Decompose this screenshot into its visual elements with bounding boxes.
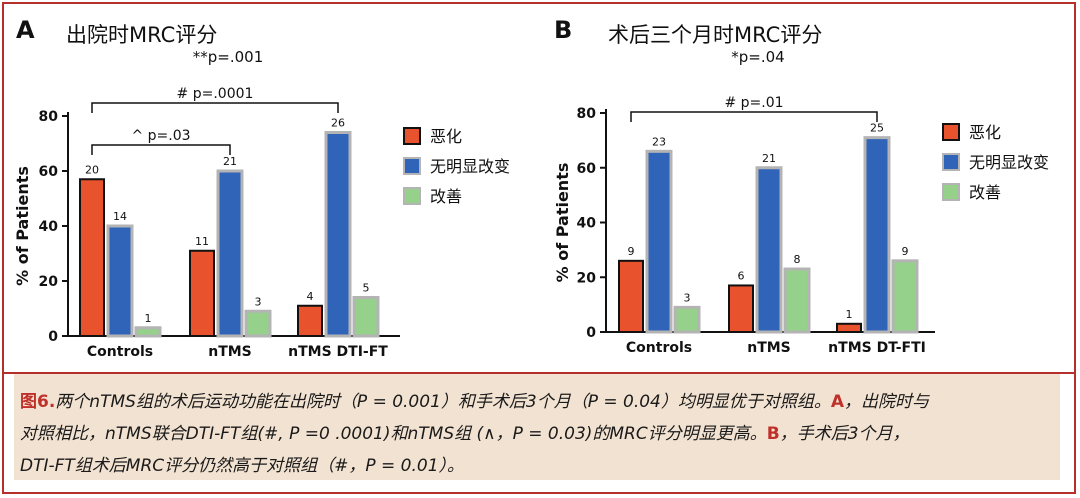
caption-line-2: 对照相比，nTMS联合DTI-FT组(#, P =0 .0001)和nTMS组 … xyxy=(20,418,1048,450)
bar-controls-series-3 xyxy=(673,305,701,334)
bar-controls-series-3 xyxy=(134,326,162,338)
legend-label: 无明显改变 xyxy=(969,153,1049,172)
x-tick-label: Controls xyxy=(87,344,153,360)
legend-label: 恶化 xyxy=(430,127,462,146)
bar-count-label: 3 xyxy=(684,291,691,304)
bar-count-label: 1 xyxy=(145,312,152,325)
bar-ntms-dt-fti-series-2 xyxy=(863,136,891,334)
y-tick-label: 20 xyxy=(39,274,59,290)
chart-panel-b: B 术后三个月时MRC评分*p=.04 % of Patients 0 20 40 60 80… xyxy=(553,16,1049,356)
bar-count-label: 11 xyxy=(195,235,209,248)
y-tick-label: 0 xyxy=(586,325,596,341)
x-tick-label: Controls xyxy=(626,340,692,356)
significance-bracket xyxy=(91,144,231,155)
bar-count-label: 26 xyxy=(331,117,345,130)
bar-ntms-dti-ft-series-2 xyxy=(324,131,352,338)
caption-text-1a: 两个nTMS组的术后运动功能在出院时（P = 0.001）和手术后3个月（P =… xyxy=(55,392,831,412)
caption-figure-number: 图6. xyxy=(20,392,56,412)
caption-panel-b: B xyxy=(766,424,780,444)
y-tick-label: 60 xyxy=(39,164,59,180)
y-axis-label: % of Patients xyxy=(13,166,32,286)
x-tick-label: nTMS DT-FTI xyxy=(828,340,926,356)
caption-line-3: DTI-FT组术后MRC评分仍然高于对照组（#，P = 0.01）。 xyxy=(20,456,465,476)
bracket-label: # p=.0001 xyxy=(177,86,254,102)
significance-bracket xyxy=(630,111,878,122)
y-tick-label: 80 xyxy=(577,106,597,122)
bar-count-label: 23 xyxy=(652,135,666,148)
bracket-label: # p=.01 xyxy=(724,95,783,111)
caption-line-1: 图6.两个nTMS组的术后运动功能在出院时（P = 0.001）和手术后3个月（… xyxy=(20,386,1048,418)
legend-label: 改善 xyxy=(969,183,1001,202)
bar-ntms-dt-fti-series-1 xyxy=(836,322,862,334)
x-tick-label: nTMS DTI-FT xyxy=(288,344,388,360)
bar-ntms-series-1 xyxy=(728,284,754,333)
significance-label: **p=.001 xyxy=(193,48,264,66)
bar-count-label: 4 xyxy=(307,290,314,303)
caption-text-2b: ，手术后3个月， xyxy=(779,424,910,444)
legend-swatch xyxy=(942,123,960,141)
bar-ntms-series-2 xyxy=(755,166,783,334)
bar-controls-series-1 xyxy=(618,259,644,334)
bar-ntms-series-3 xyxy=(244,309,272,338)
legend-swatch xyxy=(942,153,960,171)
bracket-label: ^ p=.03 xyxy=(131,128,190,144)
bar-controls-series-2 xyxy=(645,149,673,334)
legend-label: 改善 xyxy=(430,187,462,206)
bar-count-label: 5 xyxy=(363,282,370,295)
y-tick-label: 80 xyxy=(39,109,59,125)
bar-ntms-series-1 xyxy=(189,249,215,337)
y-axis-label: % of Patients xyxy=(553,163,572,283)
y-tick-label: 0 xyxy=(48,329,58,345)
legend-swatch xyxy=(403,157,421,175)
bar-ntms-dti-ft-series-1 xyxy=(297,304,323,337)
chart-panel-a: A 出院时MRC评分**p=.001 % of Patients 0 20 40 60 80 2… xyxy=(13,16,510,360)
caption-text-1b: ，出院时与 xyxy=(844,392,930,412)
bar-count-label: 20 xyxy=(85,163,99,176)
bar-count-label: 9 xyxy=(902,245,909,258)
bar-ntms-dti-ft-series-3 xyxy=(352,296,380,338)
significance-label: *p=.04 xyxy=(731,48,784,66)
bar-controls-series-1 xyxy=(79,178,105,337)
bar-count-label: 25 xyxy=(870,122,884,135)
significance-bracket xyxy=(91,102,339,113)
legend-swatch xyxy=(403,187,421,205)
bar-ntms-series-2 xyxy=(216,169,244,338)
figure-caption: 图6.两个nTMS组的术后运动功能在出院时（P = 0.001）和手术后3个月（… xyxy=(14,374,1060,480)
caption-divider xyxy=(4,372,1074,374)
bar-count-label: 9 xyxy=(628,245,635,258)
caption-text-2a: 对照相比，nTMS联合DTI-FT组(#, P =0 .0001)和nTMS组 … xyxy=(20,424,767,444)
bar-ntms-series-3 xyxy=(783,267,811,334)
panel-letter: B xyxy=(554,16,572,44)
legend-label: 无明显改变 xyxy=(430,157,510,176)
panel-letter: A xyxy=(16,16,35,44)
y-tick-label: 20 xyxy=(577,270,597,286)
legend-swatch xyxy=(942,183,960,201)
bar-ntms-dt-fti-series-3 xyxy=(891,259,919,334)
chart-title: 术后三个月时MRC评分 xyxy=(608,23,822,47)
y-tick-label: 60 xyxy=(577,161,597,177)
bar-count-label: 21 xyxy=(762,152,776,165)
charts-canvas: A 出院时MRC评分**p=.001% of Patients0204060802… xyxy=(13,16,1049,360)
legend-label: 恶化 xyxy=(969,123,1001,142)
x-tick-label: nTMS xyxy=(208,344,252,360)
x-tick-label: nTMS xyxy=(747,340,791,356)
legend-swatch xyxy=(403,127,421,145)
bar-count-label: 3 xyxy=(255,295,262,308)
chart-title: 出院时MRC评分 xyxy=(66,23,217,47)
caption-panel-a: A xyxy=(830,392,845,412)
y-tick-label: 40 xyxy=(577,216,597,232)
bar-count-label: 1 xyxy=(846,308,853,321)
y-tick-label: 40 xyxy=(39,219,59,235)
bar-controls-series-2 xyxy=(106,224,134,338)
bar-count-label: 14 xyxy=(113,210,127,223)
bar-count-label: 8 xyxy=(794,253,801,266)
bar-count-label: 6 xyxy=(738,269,745,282)
bar-count-label: 21 xyxy=(223,155,237,168)
